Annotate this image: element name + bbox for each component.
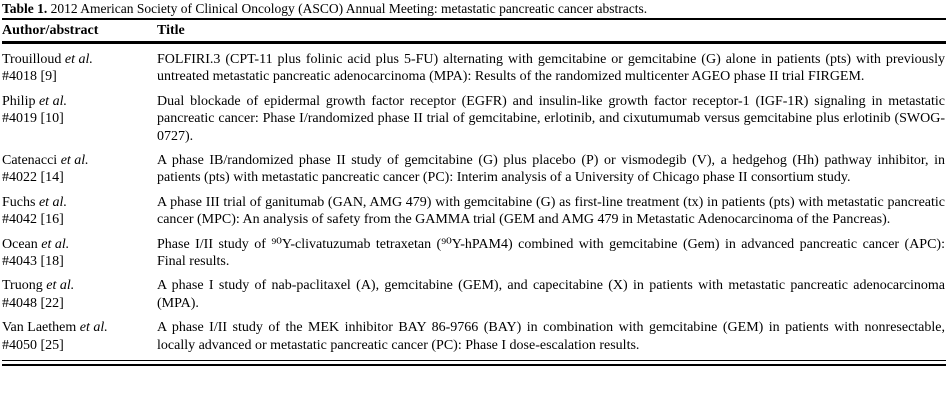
author-line: Van Laethem et al. (2, 320, 108, 335)
etal-label: et al. (38, 194, 67, 210)
author-name: Van Laethem (2, 320, 77, 336)
abstract-title: FOLFIRI.3 (CPT-11 plus folinic acid plus… (157, 52, 945, 85)
etal-label: et al. (38, 93, 67, 109)
abstract-id: #4042 [16] (2, 212, 64, 228)
table-caption: Table 1. 2012 American Society of Clinic… (2, 0, 946, 20)
table-header-row: Author/abstract Title (2, 20, 946, 44)
abstract-id: #4019 [10] (2, 111, 64, 127)
table-row: Ocean et al. #4043 [18] Phase I/II study… (2, 236, 946, 271)
abstract-id: #4048 [22] (2, 295, 64, 311)
abstract-id: #4022 [14] (2, 170, 64, 186)
abstract-title: A phase I/II study of the MEK inhibitor … (157, 320, 945, 353)
author-line: Catenacci et al. (2, 153, 89, 168)
abstract-title: A phase IB/randomized phase II study of … (157, 153, 945, 186)
author-cell: Van Laethem et al. #4050 [25] (2, 319, 157, 354)
etal-label: et al. (46, 278, 75, 294)
author-line: Truong et al. (2, 278, 74, 293)
paper-table-page: Table 1. 2012 American Society of Clinic… (2, 0, 946, 367)
column-header-title: Title (157, 23, 185, 38)
author-cell: Ocean et al. #4043 [18] (2, 236, 157, 271)
author-name: Truong (2, 278, 43, 294)
author-name: Fuchs (2, 194, 36, 210)
etal-label: et al. (60, 153, 89, 169)
author-name: Trouilloud (2, 52, 62, 67)
abstract-title: A phase III trial of ganitumab (GAN, AMG… (157, 194, 945, 228)
abstract-id: #4043 [18] (2, 254, 64, 270)
author-name: Catenacci (2, 153, 58, 169)
author-cell: Fuchs et al. #4042 [16] (2, 194, 157, 229)
author-line: Fuchs et al. (2, 195, 67, 210)
author-line: Ocean et al. (2, 237, 69, 252)
table-row: Trouilloud et al. #4018 [9] FOLFIRI.3 (C… (2, 51, 946, 86)
etal-label: et al. (79, 320, 108, 336)
author-cell: Truong et al. #4048 [22] (2, 277, 157, 312)
table-caption-text: 2012 American Society of Clinical Oncolo… (50, 1, 648, 16)
author-name: Ocean (2, 236, 38, 252)
abstract-title: A phase I study of nab-paclitaxel (A), g… (157, 278, 945, 311)
abstract-title: Dual blockade of epidermal growth factor… (157, 93, 945, 144)
table-row: Catenacci et al. #4022 [14] A phase IB/r… (2, 152, 946, 187)
author-line: Trouilloud et al. (2, 52, 93, 67)
etal-label: et al. (64, 52, 93, 67)
column-header-author: Author/abstract (2, 23, 99, 38)
abstract-id: #4018 [9] (2, 69, 57, 85)
table-row: Fuchs et al. #4042 [16] A phase III tria… (2, 194, 946, 229)
table-row: Truong et al. #4048 [22] A phase I study… (2, 277, 946, 312)
table-row: Van Laethem et al. #4050 [25] A phase I/… (2, 319, 946, 354)
etal-label: et al. (41, 236, 70, 252)
author-cell: Catenacci et al. #4022 [14] (2, 152, 157, 187)
table-row: Philip et al. #4019 [10] Dual blockade o… (2, 93, 946, 145)
table-caption-label: Table 1. (2, 1, 48, 16)
author-cell: Philip et al. #4019 [10] (2, 93, 157, 145)
abstract-title: Phase I/II study of ⁹⁰Y-clivatuzumab tet… (157, 236, 945, 270)
author-line: Philip et al. (2, 94, 67, 109)
abstract-id: #4050 [25] (2, 337, 64, 353)
author-cell: Trouilloud et al. #4018 [9] (2, 51, 157, 86)
author-name: Philip (2, 93, 36, 109)
table-bottom-rule (2, 360, 946, 367)
